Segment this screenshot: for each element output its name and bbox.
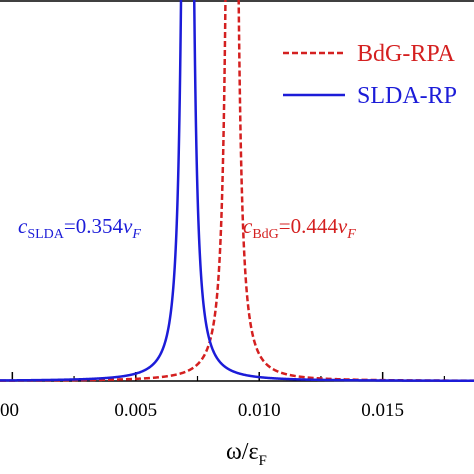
annotation-slda-v: v <box>123 214 133 238</box>
x-axis-label: ω/εF <box>226 439 267 469</box>
annotation-slda-value: =0.354 <box>64 214 124 238</box>
annotation-bdg-value: =0.444 <box>279 214 339 238</box>
x-tick-label: 0.010 <box>238 400 281 421</box>
series-group <box>0 0 474 383</box>
annotation-bdg-v-subscript: F <box>346 227 356 242</box>
x-tick-label: 0.005 <box>114 400 157 421</box>
legend-label-bdg: BdG-RPA <box>357 41 455 67</box>
annotation-bdg-subscript: BdG <box>252 227 278 242</box>
annotation-bdg-velocity: cBdG=0.444vF <box>243 214 356 242</box>
annotation-slda-velocity: cSLDA=0.354vF <box>18 214 141 242</box>
annotation-slda-subscript: SLDA <box>27 227 64 242</box>
x-tick-label: 0.015 <box>361 400 404 421</box>
annotation-slda-v-subscript: F <box>131 227 141 242</box>
x-tick-label: 00 <box>0 400 19 421</box>
x-ticks: 00 0.005 0.010 0.015 <box>0 372 445 421</box>
annotation-slda-symbol: c <box>18 214 28 238</box>
x-axis-label-subscript: F <box>259 453 267 469</box>
series-line-slda-rpa <box>0 0 474 383</box>
annotation-bdg-symbol: c <box>243 214 253 238</box>
legend-label-slda: SLDA-RP <box>357 83 457 109</box>
x-axis-label-main: ω/ε <box>226 439 259 465</box>
annotation-bdg-v: v <box>338 214 348 238</box>
legend: BdG-RPA SLDA-RP <box>283 41 457 109</box>
